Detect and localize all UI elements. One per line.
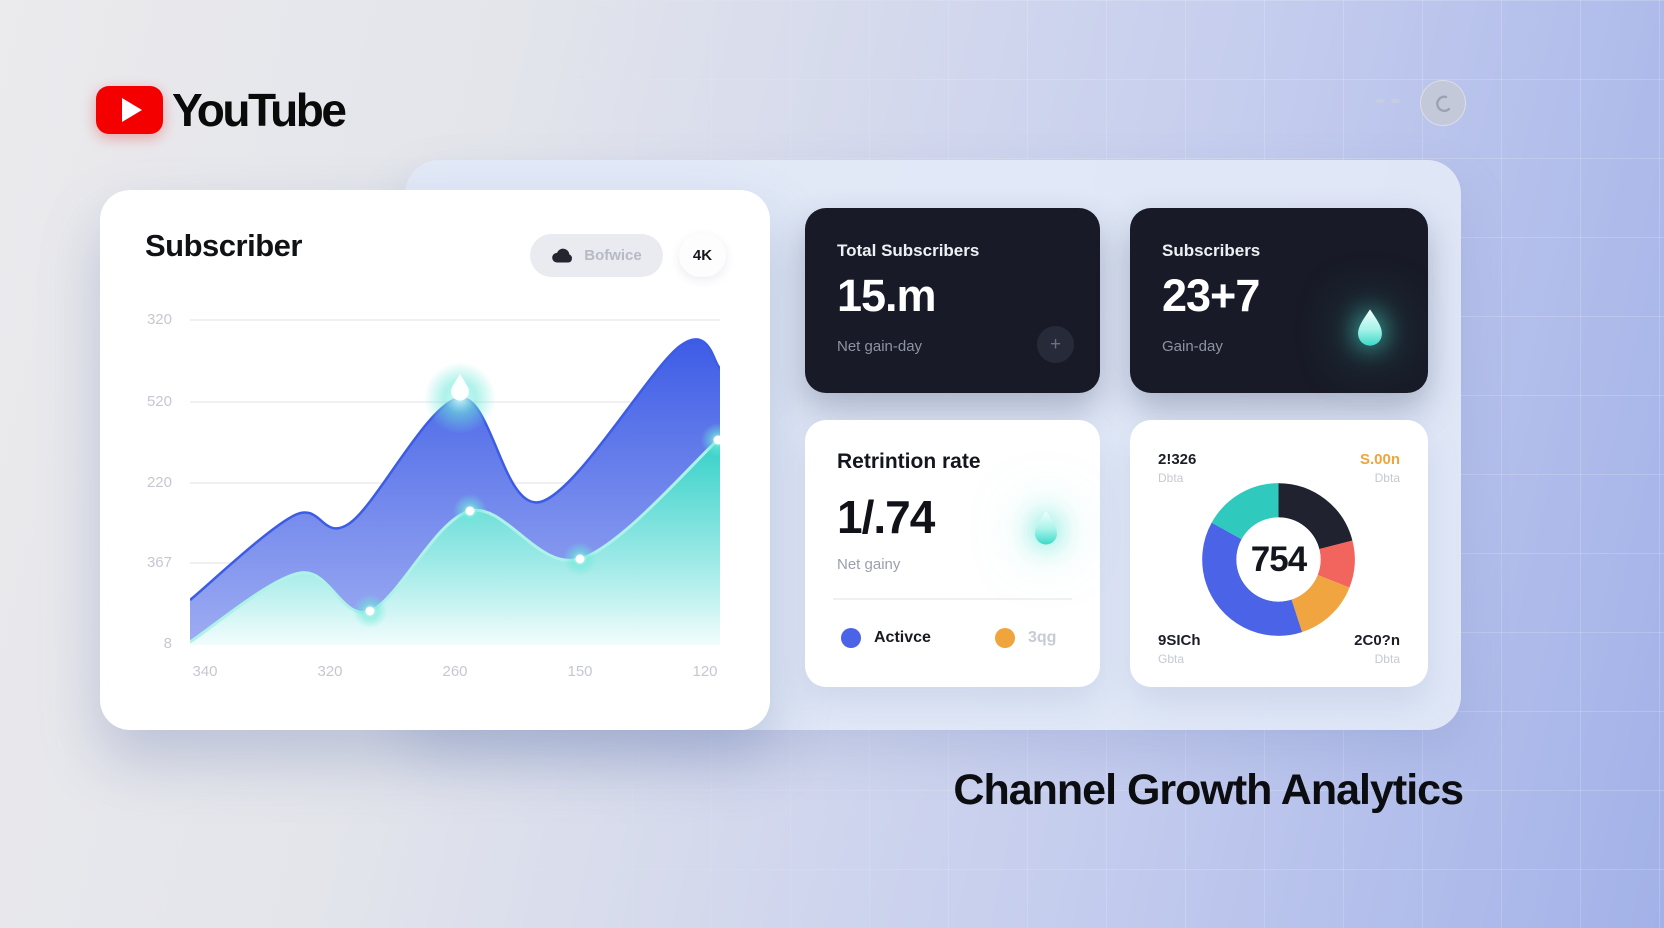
youtube-play-icon (96, 86, 163, 134)
window-dash-icon (1376, 99, 1385, 103)
droplet-icon (1035, 511, 1057, 545)
filter-button-label: Bofwice (584, 247, 642, 264)
legend-label: Activce (874, 629, 931, 646)
x-axis-tick: 150 (567, 663, 593, 680)
total-subscribers-label: Total Subscribers (837, 241, 980, 260)
legend-item-secondary: 3qg (995, 628, 1056, 648)
subscribers-gain-value: 23+7 (1162, 270, 1260, 321)
subscribers-gain-label: Subscribers (1162, 241, 1261, 260)
subscriber-card-title: Subscriber (145, 228, 302, 263)
donut-label-bottom-right: 2C0?n Dbta (1354, 632, 1400, 666)
profile-button[interactable] (1420, 80, 1466, 126)
donut-label-top-left: 2!326 Dbta (1158, 451, 1197, 485)
retention-sub: Net gainy (837, 556, 901, 573)
total-subscribers-value: 15.m (837, 270, 937, 321)
droplet-icon (1358, 309, 1382, 346)
retention-title: Retrintion rate (837, 450, 981, 473)
total-subscribers-sub: Net gain-day (837, 338, 923, 355)
brand-name: YouTube (172, 84, 347, 136)
subscriber-card: Subscriber Bofwice 4K 320 520 220 367 8 … (100, 190, 770, 730)
quality-4k-button[interactable]: 4K (679, 234, 726, 277)
page-title: Channel Growth Analytics (953, 766, 1464, 814)
y-axis-tick: 367 (146, 554, 172, 571)
legend-dot-orange (995, 628, 1015, 648)
legend-label: 3qg (1028, 629, 1057, 646)
x-axis-tick: 260 (442, 663, 468, 680)
y-axis-tick: 520 (146, 393, 172, 410)
subscribers-gain-sub: Gain-day (1162, 338, 1223, 355)
donut-chart (1202, 483, 1355, 636)
subscribers-gain-card: Subscribers 23+7 Gain-day (1130, 208, 1428, 393)
divider (833, 598, 1072, 600)
retention-value: 1/.74 (837, 491, 935, 543)
retention-rate-card: Retrintion rate 1/.74 Net gainy Activce … (805, 420, 1100, 687)
x-axis-tick: 120 (692, 663, 718, 680)
y-axis-tick: 8 (163, 635, 172, 652)
total-subscribers-card: Total Subscribers 15.m Net gain-day + (805, 208, 1100, 393)
cloud-icon (552, 248, 573, 262)
avatar-glyph-icon (1436, 95, 1451, 112)
donut-label-top-right: S.00n Dbta (1359, 451, 1400, 485)
youtube-logo: YouTube (96, 83, 347, 137)
y-axis-tick: 320 (146, 311, 172, 328)
window-dash-icon (1391, 99, 1400, 103)
x-axis-tick: 340 (192, 663, 218, 680)
y-axis-tick: 220 (146, 474, 172, 491)
donut-label-bottom-left: 9SICh Gbta (1158, 632, 1201, 666)
x-axis-tick: 320 (317, 663, 343, 680)
donut-center-value: 754 (1250, 539, 1307, 579)
donut-card: 2!326 Dbta S.00n Dbta 9SICh Gbta 2C0?n D… (1130, 420, 1428, 687)
subscriber-area-chart (190, 319, 720, 645)
filter-button[interactable]: Bofwice (530, 234, 663, 277)
legend-dot-blue (841, 628, 861, 648)
plus-icon[interactable]: + (1037, 326, 1074, 363)
legend-item-active: Activce (841, 628, 931, 648)
donut-chart-wrap: 754 (1186, 467, 1371, 652)
